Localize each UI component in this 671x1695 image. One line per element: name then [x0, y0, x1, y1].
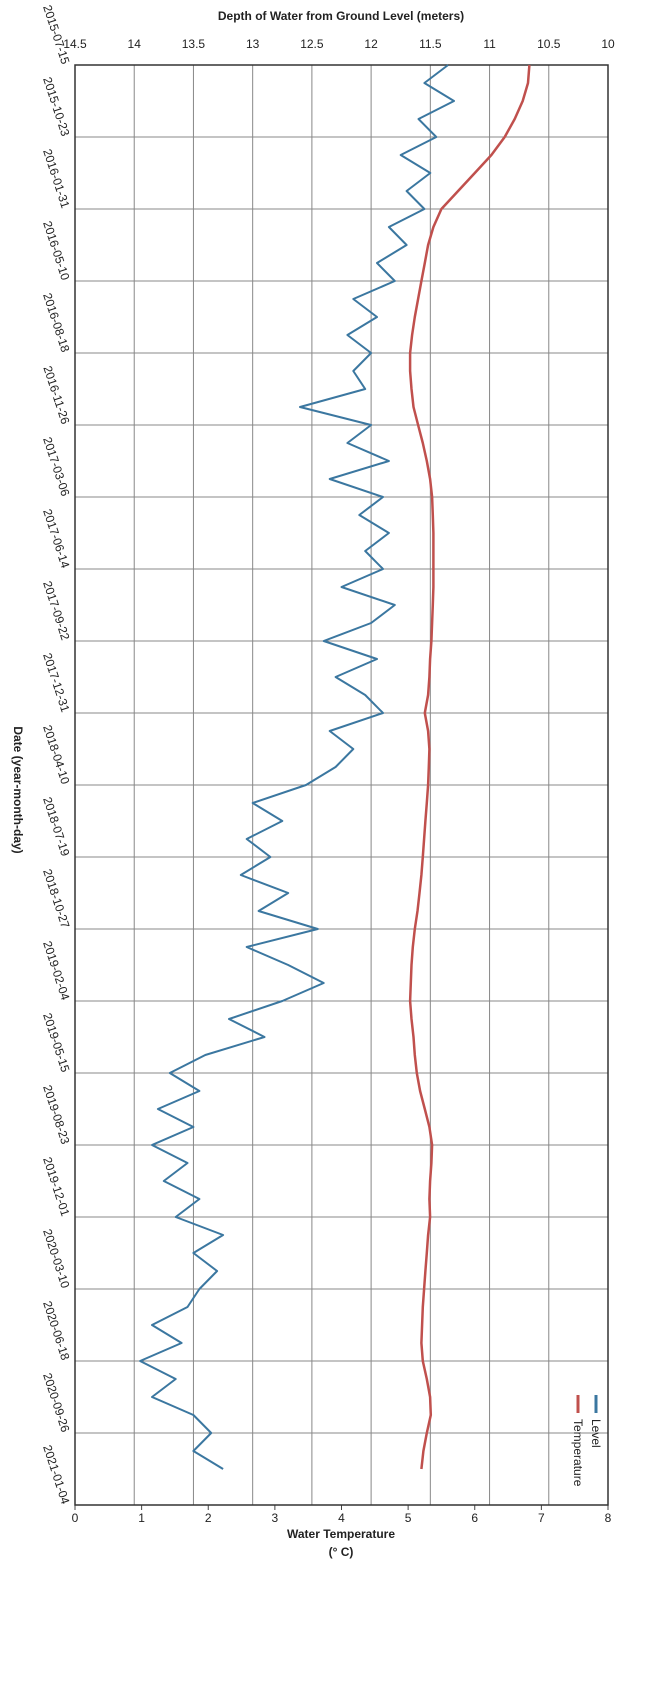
y2-tick-label: 2	[205, 1511, 212, 1525]
x-tick-label: 2020-03-10	[40, 1227, 72, 1290]
y2-tick-label: 0	[72, 1511, 79, 1525]
y2-tick-label: 3	[272, 1511, 279, 1525]
x-tick-label: 2015-10-23	[40, 75, 72, 138]
y-tick-label: 11.5	[419, 37, 442, 51]
x-tick-label: 2017-09-22	[40, 579, 72, 642]
x-tick-label: 2018-10-27	[40, 867, 72, 930]
x-tick-label: 2018-07-19	[40, 795, 72, 858]
x-tick-label: 2019-02-04	[40, 939, 72, 1002]
y2-tick-label: 7	[538, 1511, 545, 1525]
y2-axis-title: Water Temperature	[287, 1527, 395, 1541]
x-tick-label: 2015-07-15	[40, 3, 72, 66]
x-tick-label: 2017-03-06	[40, 435, 72, 498]
x-tick-label: 2016-08-18	[40, 291, 72, 354]
y2-tick-label: 6	[471, 1511, 478, 1525]
x-tick-label: 2017-12-31	[40, 651, 72, 714]
x-tick-label: 2020-09-26	[40, 1371, 72, 1434]
y2-tick-label: 4	[338, 1511, 345, 1525]
legend-label: Level	[589, 1419, 603, 1448]
x-tick-label: 2020-06-18	[40, 1299, 72, 1362]
y-tick-label: 14.5	[63, 37, 87, 51]
legend-label: Temperature	[571, 1419, 585, 1487]
x-tick-label: 2018-04-10	[40, 723, 72, 786]
y-tick-label: 10	[601, 37, 615, 51]
y2-tick-label: 1	[138, 1511, 145, 1525]
y-tick-label: 13	[246, 37, 260, 51]
y-tick-label: 12.5	[300, 37, 324, 51]
chart-title: Depth of Water from Ground Level (meters…	[218, 9, 464, 23]
data-line	[408, 64, 531, 1470]
y2-tick-label: 5	[405, 1511, 412, 1525]
x-tick-label: 2016-05-10	[40, 219, 72, 282]
x-tick-label: 2016-01-31	[40, 147, 72, 210]
y2-axis-title: (° C)	[329, 1545, 354, 1559]
x-tick-label: 2016-11-26	[40, 364, 72, 426]
x-axis-title: Date (year-month-day)	[11, 726, 25, 853]
y2-tick-label: 8	[605, 1511, 612, 1525]
x-tick-label: 2017-06-14	[40, 507, 72, 570]
x-tick-label: 2021-01-04	[40, 1443, 72, 1506]
y-tick-label: 10.5	[537, 37, 561, 51]
x-tick-label: 2019-05-15	[40, 1011, 72, 1074]
y-tick-label: 11	[483, 37, 496, 51]
y-tick-label: 13.5	[182, 37, 206, 51]
plot-frame	[74, 64, 609, 1506]
x-tick-label: 2019-12-01	[40, 1155, 72, 1218]
y-tick-label: 14	[128, 37, 142, 51]
x-tick-label: 2019-08-23	[40, 1083, 72, 1146]
y-tick-label: 12	[364, 37, 378, 51]
data-line	[139, 64, 455, 1470]
